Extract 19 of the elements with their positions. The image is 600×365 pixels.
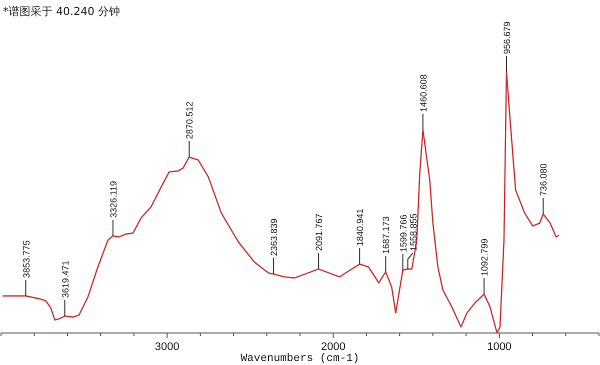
annotation: 1558.855 [408,214,418,252]
annotation: 736.080 [538,163,549,196]
annotation: 1460.608 [418,74,428,112]
x-tick-label: 2000 [320,341,346,353]
annotation: 2091.767 [314,214,324,252]
x-tick-label: 1000 [487,341,512,353]
annotation: 1599.766 [398,214,408,252]
annotation: 3619.471 [60,260,70,298]
annotation: 1092.799 [480,238,490,276]
chart-title: *谱图采于 40.240 分钟 [3,5,120,18]
x-axis-title: Wavenumbers (cm-1) [240,353,360,365]
annotation: 1840.941 [355,208,366,246]
annotation: 2363.839 [268,218,279,256]
annotation: 3853.775 [21,240,32,278]
annotation: 956.679 [502,21,512,54]
annotation: 3326.119 [108,181,118,218]
x-tick-label: 3000 [154,341,180,353]
annotation: 2870.512 [184,102,195,140]
annotation: 1687.173 [381,216,392,254]
